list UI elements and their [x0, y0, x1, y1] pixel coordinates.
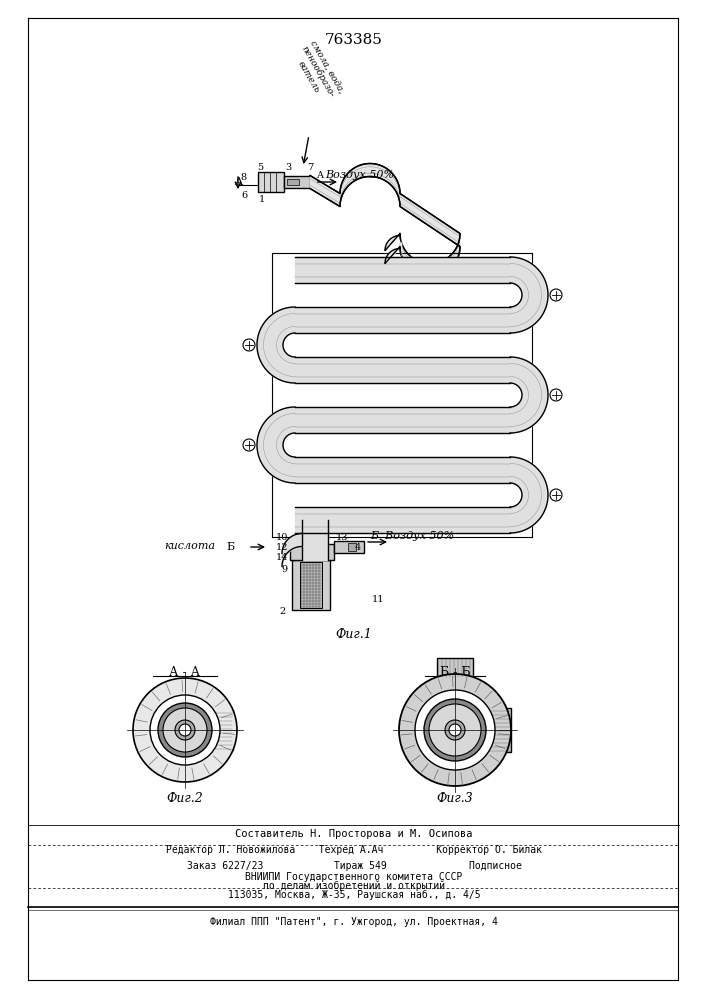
Text: 11: 11 — [372, 595, 384, 604]
Text: 6: 6 — [241, 190, 247, 200]
Bar — [290, 544, 334, 560]
Bar — [348, 543, 356, 551]
Circle shape — [175, 720, 195, 740]
Text: 4: 4 — [355, 542, 361, 552]
Polygon shape — [510, 257, 548, 333]
Text: 2: 2 — [280, 607, 286, 616]
Text: 5: 5 — [257, 163, 263, 172]
Circle shape — [179, 724, 191, 736]
Text: A: A — [234, 177, 242, 187]
Text: 7: 7 — [307, 163, 313, 172]
Circle shape — [399, 674, 511, 786]
Text: Б  Воздух 50%: Б Воздух 50% — [370, 531, 455, 541]
Circle shape — [158, 703, 212, 757]
Text: А - А: А - А — [170, 666, 201, 678]
Text: 9: 9 — [282, 566, 288, 574]
Polygon shape — [257, 407, 295, 483]
Text: кислота: кислота — [164, 541, 215, 551]
Polygon shape — [257, 307, 295, 383]
Text: Составитель Н. Просторова и М. Осипова: Составитель Н. Просторова и М. Осипова — [235, 829, 473, 839]
Bar — [292, 560, 330, 610]
Circle shape — [133, 678, 237, 782]
Polygon shape — [510, 457, 548, 533]
Text: 10: 10 — [276, 532, 288, 542]
Circle shape — [445, 720, 465, 740]
Circle shape — [424, 699, 486, 761]
Text: по делам изобретений и открытий: по делам изобретений и открытий — [263, 881, 445, 891]
Bar — [258, 172, 284, 192]
Text: Фиг.3: Фиг.3 — [437, 792, 474, 804]
Text: Б - Б: Б - Б — [440, 666, 470, 678]
Bar — [284, 176, 310, 188]
Text: 763385: 763385 — [325, 33, 383, 47]
Text: 8: 8 — [240, 172, 246, 182]
Polygon shape — [510, 357, 548, 433]
Text: 12: 12 — [276, 542, 288, 552]
Circle shape — [429, 704, 481, 756]
Text: смола, вода,
пенообразо-
ватель: смола, вода, пенообразо- ватель — [290, 38, 346, 105]
Text: Заказ 6227/23            Тираж 549              Подписное: Заказ 6227/23 Тираж 549 Подписное — [187, 861, 522, 871]
Text: 1: 1 — [259, 196, 265, 205]
Text: 113035, Москва, Ж-35, Раушская наб., д. 4/5: 113035, Москва, Ж-35, Раушская наб., д. … — [228, 890, 480, 900]
Bar — [437, 658, 473, 678]
Text: Фиг.2: Фиг.2 — [167, 792, 204, 804]
Text: ВНИИПИ Государственного комитета СССР: ВНИИПИ Государственного комитета СССР — [245, 872, 462, 882]
Bar — [205, 710, 233, 750]
Bar — [334, 541, 364, 553]
Text: 3: 3 — [285, 163, 291, 172]
Text: Б: Б — [226, 542, 234, 552]
Text: Филиал ППП "Патент", г. Ужгород, ул. Проектная, 4: Филиал ППП "Патент", г. Ужгород, ул. Про… — [210, 917, 498, 927]
Text: A: A — [316, 170, 323, 180]
Bar — [287, 179, 299, 185]
Text: 14: 14 — [276, 552, 288, 562]
Text: Фиг.1: Фиг.1 — [336, 629, 373, 642]
Text: Редактор Л. Новожилова    Техред А.Ач         Корректор О. Билак: Редактор Л. Новожилова Техред А.Ач Корре… — [166, 845, 542, 855]
Circle shape — [163, 708, 207, 752]
Circle shape — [150, 695, 220, 765]
Bar — [479, 708, 511, 752]
Text: 13: 13 — [336, 532, 349, 542]
Circle shape — [415, 690, 495, 770]
Bar — [300, 562, 322, 608]
Text: Воздух 50%: Воздух 50% — [325, 170, 394, 180]
Circle shape — [449, 724, 461, 736]
